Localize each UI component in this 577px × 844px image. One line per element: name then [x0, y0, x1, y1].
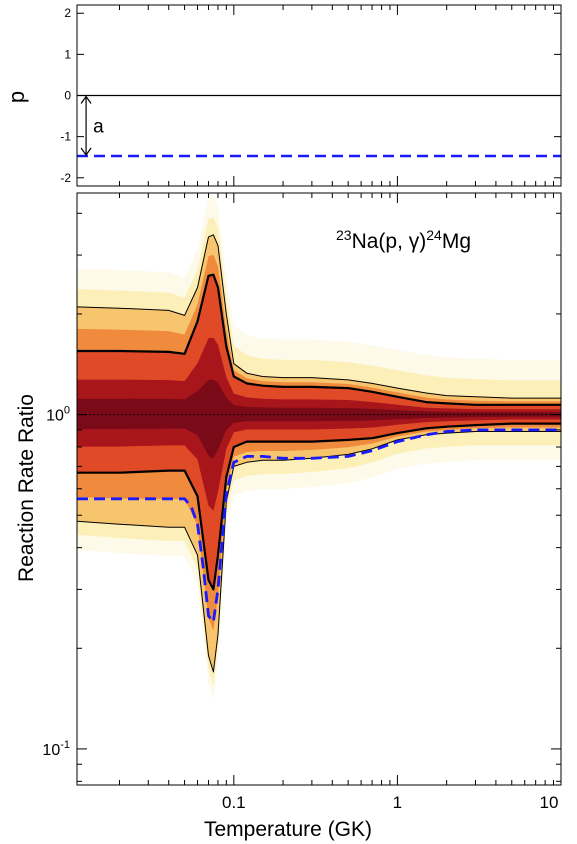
- y-tick-label-exponent: 0: [64, 405, 70, 417]
- reaction-label-sup-a: 23: [336, 227, 352, 243]
- y-tick-label: 100: [46, 405, 70, 425]
- top-y-tick-label: 0: [64, 89, 71, 103]
- x-tick-label: 10: [540, 793, 559, 812]
- top-y-axis-label: p: [4, 91, 29, 103]
- outer-upper-contour: [77, 234, 561, 399]
- top-y-ticks: 2 1 0 -1 -2: [60, 6, 561, 185]
- top-panel: 2 1 0 -1 -2 p a: [4, 4, 562, 187]
- top-y-tick-label: -2: [60, 171, 71, 185]
- x-tick-label: 0.1: [222, 793, 246, 812]
- annotation-arrowhead-top: [80, 95, 92, 104]
- reaction-label-sup-b: 24: [426, 227, 442, 243]
- reaction-label-main: Na(p, γ): [352, 230, 427, 253]
- density-band-inner: [77, 274, 561, 590]
- y-tick-label-base: 10: [42, 742, 60, 759]
- x-axis-label: Temperature (GK): [204, 818, 372, 841]
- y-tick-label: 10-1: [42, 739, 70, 759]
- inner-lower-contour: [77, 422, 561, 591]
- y-tick-label-base: 10: [46, 408, 64, 425]
- density-band-core: [77, 337, 561, 511]
- inner-upper-contour: [77, 273, 561, 406]
- y-tick-label-exponent: -1: [60, 739, 70, 751]
- y-axis-label: Reaction Rate Ratio: [15, 394, 38, 582]
- annotation-label: a: [93, 117, 104, 138]
- density-band-center: [77, 379, 561, 459]
- annotation-arrowhead-bottom: [80, 147, 92, 157]
- reaction-label: 23Na(p, γ)24Mg: [336, 227, 471, 253]
- annotation-a: a: [80, 95, 104, 157]
- bottom-dashed-series-0: [77, 428, 561, 624]
- top-y-tick-label: 1: [64, 47, 71, 61]
- bottom-plot-area: [77, 196, 561, 701]
- bottom-x-ticks: 0.1 1 10: [118, 193, 562, 812]
- top-x-ticks: [118, 5, 562, 186]
- reaction-label-tail: Mg: [442, 230, 471, 253]
- top-plot-area: [77, 94, 561, 158]
- x-tick-label: 1: [393, 793, 402, 812]
- top-y-tick-label: 2: [64, 6, 71, 20]
- top-y-tick-label: -1: [60, 130, 71, 144]
